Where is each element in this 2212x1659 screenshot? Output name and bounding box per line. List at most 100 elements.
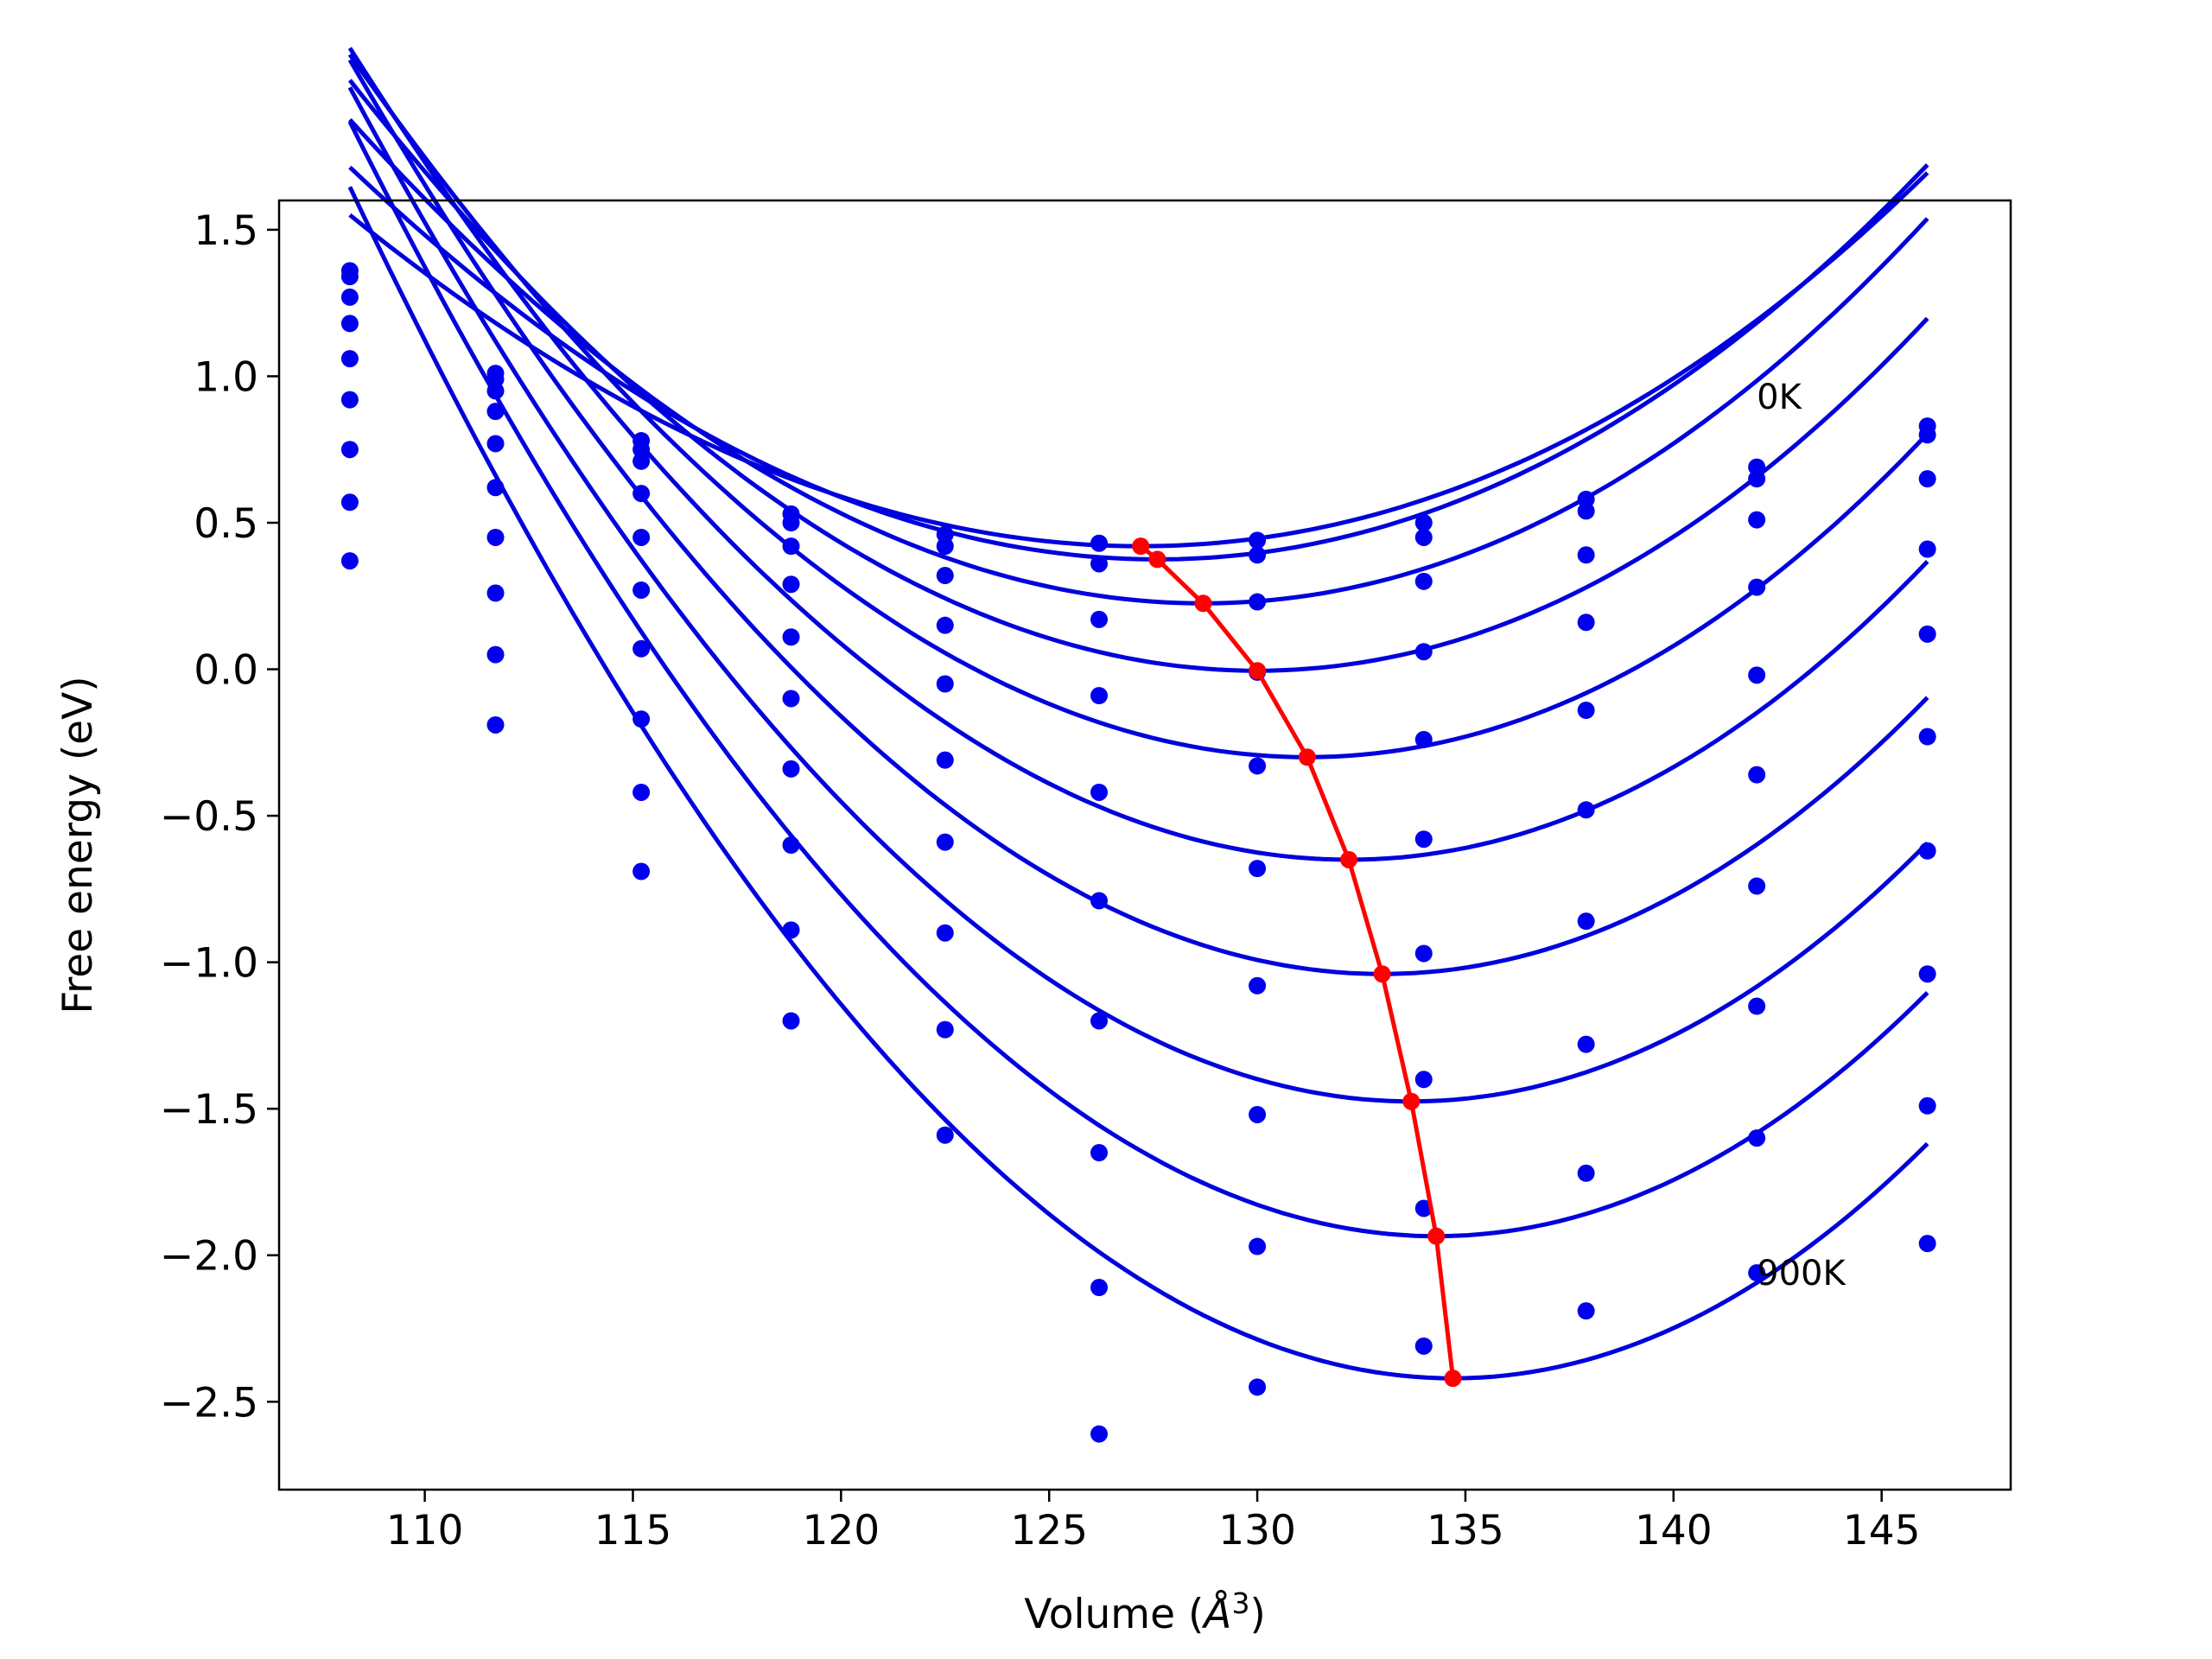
data-point [1249, 546, 1267, 564]
data-point [340, 288, 359, 306]
minimum-point [1132, 537, 1150, 556]
data-point [340, 350, 359, 368]
data-point [782, 921, 800, 939]
data-point [1577, 1302, 1595, 1320]
data-point [486, 645, 505, 664]
minimum-point [1427, 1227, 1446, 1245]
data-point [632, 528, 651, 546]
data-point [782, 1012, 800, 1030]
data-point [1918, 470, 1936, 488]
minima-line [1139, 544, 1455, 1379]
data-point [936, 1020, 954, 1039]
data-point [1748, 578, 1766, 596]
data-point [936, 751, 954, 769]
data-point [1090, 1279, 1109, 1297]
data-point [1748, 766, 1766, 784]
data-point [1249, 976, 1267, 995]
data-point [1249, 1105, 1267, 1123]
fit-curve [347, 120, 1929, 1239]
data-point [1577, 1164, 1595, 1182]
data-point [632, 710, 651, 728]
x-axis-label: Volume (Å3) [1024, 1586, 1266, 1638]
data-point [1414, 830, 1433, 849]
data-points [340, 262, 1936, 1443]
data-point [1090, 610, 1109, 628]
fit-curve [347, 59, 1929, 976]
minimum-point [1402, 1092, 1421, 1110]
y-tick-label: 1.0 [194, 353, 258, 401]
data-point [632, 639, 651, 658]
data-point [936, 567, 954, 585]
data-point [936, 675, 954, 693]
data-point [486, 403, 505, 421]
x-tick-label: 135 [1427, 1507, 1504, 1554]
y-tick-label: −1.0 [160, 940, 258, 988]
data-point [1414, 528, 1433, 546]
y-axis-label: Free energy (eV) [54, 676, 102, 1014]
data-point [1414, 730, 1433, 748]
minimum-point [1373, 965, 1391, 983]
minima-layer [1132, 537, 1462, 1388]
data-point [486, 584, 505, 602]
data-point [1414, 944, 1433, 963]
data-point [1918, 625, 1936, 643]
data-point [1918, 426, 1936, 444]
data-point [936, 924, 954, 942]
data-point [782, 628, 800, 646]
data-point [782, 760, 800, 778]
x-tick-label: 145 [1843, 1507, 1921, 1554]
axes-frame [277, 199, 2012, 1491]
data-point [1414, 643, 1433, 661]
data-point [632, 581, 651, 599]
data-point [1414, 1071, 1433, 1089]
data-point [1577, 1035, 1595, 1053]
data-point [1249, 757, 1267, 775]
plot-area [340, 47, 1936, 1443]
data-point [936, 616, 954, 634]
data-point [1249, 860, 1267, 878]
data-point [1748, 877, 1766, 895]
data-point [1414, 572, 1433, 590]
data-point [936, 1126, 954, 1144]
data-point [340, 441, 359, 459]
data-point [1090, 687, 1109, 705]
data-point [1748, 997, 1766, 1015]
temperature-label: 900K [1757, 1254, 1847, 1294]
data-point [1414, 1337, 1433, 1355]
x-tick-label: 120 [802, 1507, 880, 1554]
y-tick-label: −1.5 [160, 1086, 258, 1134]
data-point [632, 485, 651, 503]
data-point [1090, 1144, 1109, 1162]
data-point [782, 514, 800, 531]
data-point [1249, 1237, 1267, 1255]
data-point [1249, 593, 1267, 611]
data-point [1249, 1378, 1267, 1396]
data-point [1918, 1235, 1936, 1253]
y-tick-label: 0.0 [194, 647, 258, 695]
data-point [936, 537, 954, 556]
data-point [936, 833, 954, 851]
minimum-point [1340, 850, 1358, 868]
data-point [1090, 783, 1109, 801]
y-tick-label: 0.5 [194, 500, 258, 548]
data-point [1748, 470, 1766, 488]
data-point [1090, 892, 1109, 910]
temperature-label: 0K [1757, 378, 1802, 417]
data-point [1748, 1264, 1766, 1282]
data-point [1577, 912, 1595, 931]
data-point [782, 836, 800, 854]
data-point [1918, 728, 1936, 746]
x-axis-label-unit: Å [1201, 1591, 1231, 1638]
data-point [340, 552, 359, 570]
minimum-point [1194, 594, 1212, 613]
data-point [1577, 546, 1595, 564]
data-point [1414, 514, 1433, 531]
data-point [1748, 511, 1766, 529]
data-point [632, 862, 651, 880]
data-point [1090, 1012, 1109, 1030]
data-point [1249, 531, 1267, 550]
x-axis-label-exponent: 3 [1231, 1586, 1249, 1620]
data-point [1577, 613, 1595, 632]
y-tick-label: −2.0 [160, 1233, 258, 1281]
